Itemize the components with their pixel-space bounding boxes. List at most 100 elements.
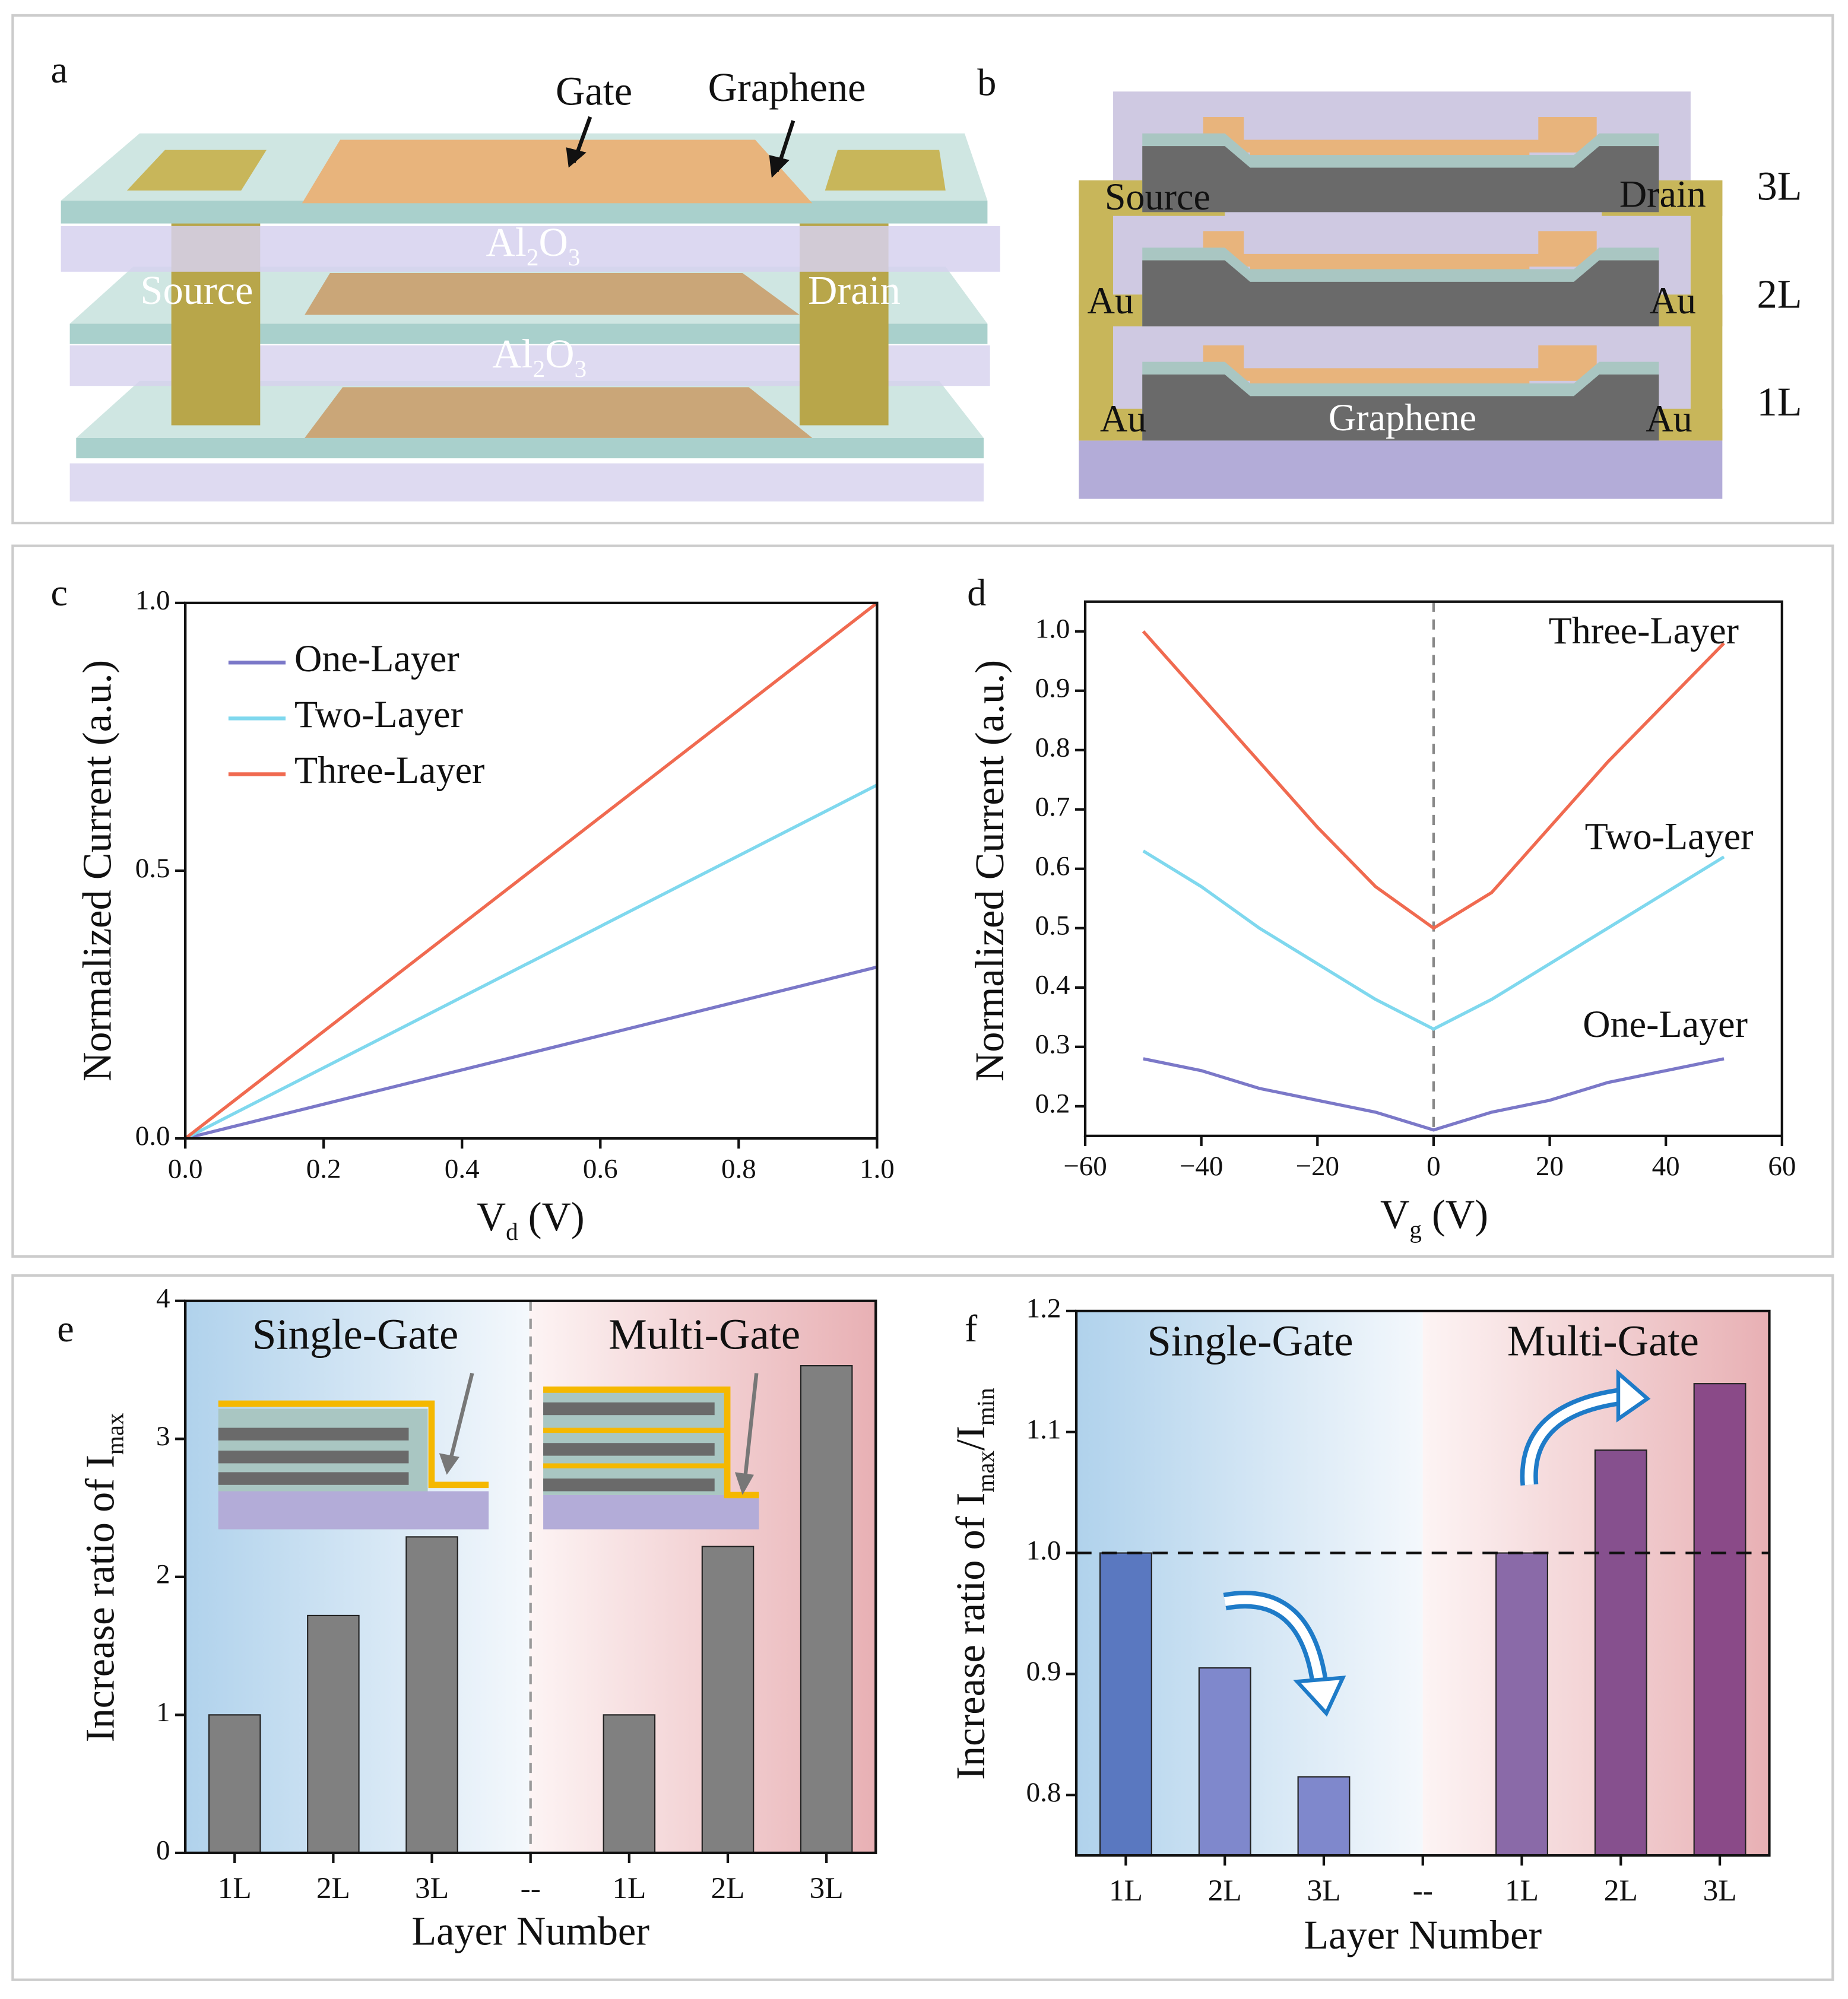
x-tick-label: 2L xyxy=(1604,1874,1638,1908)
y-tick-label: 0.3 xyxy=(1035,1029,1070,1060)
legend-label: Two-Layer xyxy=(294,693,463,735)
y-tick-label: 2 xyxy=(156,1559,170,1590)
panel-label: f xyxy=(965,1308,978,1350)
label: Au xyxy=(1088,280,1134,322)
x-tick-label: 20 xyxy=(1536,1151,1564,1182)
y-axis-label: Normalized Current (a.u.) xyxy=(75,660,120,1081)
x-tick-label: 0.6 xyxy=(583,1154,618,1185)
bar xyxy=(1693,1383,1746,1857)
y-tick-label: 1 xyxy=(156,1697,170,1728)
label: Drain xyxy=(1619,173,1706,215)
bar xyxy=(1198,1667,1251,1857)
bar xyxy=(1495,1552,1548,1857)
x-tick-label: 0.2 xyxy=(306,1154,341,1185)
region-label: Single-Gate xyxy=(1147,1316,1353,1365)
bar xyxy=(1099,1552,1152,1857)
x-tick-label: 3L xyxy=(1307,1874,1340,1908)
cross-section xyxy=(1079,91,1723,499)
bar xyxy=(701,1546,755,1854)
region-label: Multi-Gate xyxy=(608,1311,800,1359)
series-label: Two-Layer xyxy=(1585,815,1754,857)
line xyxy=(1142,849,1725,1031)
line xyxy=(1142,630,1725,930)
label: Graphene xyxy=(1329,396,1476,439)
panel-frame xyxy=(11,544,1834,1258)
text-part: /I xyxy=(948,1426,993,1451)
subscript: max xyxy=(102,1413,129,1455)
x-tick-label: 40 xyxy=(1652,1151,1680,1182)
y-tick-label: 0.8 xyxy=(1026,1777,1061,1808)
text-part: Al xyxy=(492,331,532,376)
x-tick-label: -- xyxy=(1413,1874,1433,1908)
subscript: 3 xyxy=(575,356,587,383)
slab xyxy=(61,133,1000,272)
subscript: 3 xyxy=(568,243,581,271)
x-tick-label: -- xyxy=(521,1871,541,1905)
text-part: O xyxy=(538,220,568,265)
x-axis-label: Layer Number xyxy=(411,1909,649,1954)
label: 3L xyxy=(1757,164,1802,209)
label: Au xyxy=(1100,398,1146,440)
x-tick-label: 60 xyxy=(1768,1151,1796,1182)
x-tick-label: 1L xyxy=(612,1871,646,1905)
line xyxy=(184,601,879,1140)
text-part: (V) xyxy=(518,1194,585,1239)
panel-label: b xyxy=(977,61,996,103)
subscript: 2 xyxy=(533,356,546,383)
subscript: 2 xyxy=(527,243,539,271)
charts: c Vd (V) Normalized Current (a.u.) 0.0 0.5 1.… xyxy=(51,572,1796,1957)
x-tick-label: 1L xyxy=(1505,1874,1539,1908)
y-tick-label: 1.0 xyxy=(135,585,170,616)
device-3d xyxy=(61,116,1000,502)
x-tick-label: 3L xyxy=(415,1871,449,1905)
panel-label: a xyxy=(51,49,68,91)
x-tick-label: 0 xyxy=(1427,1151,1441,1182)
text-part: V xyxy=(477,1194,506,1239)
label: Al2O3 xyxy=(486,220,581,271)
text-part: V xyxy=(1380,1192,1409,1237)
bar xyxy=(603,1714,656,1854)
plot-frame xyxy=(184,1299,877,1854)
y-tick-label: 1.0 xyxy=(1035,614,1070,645)
line xyxy=(184,783,878,1140)
y-tick-label: 0.5 xyxy=(135,853,170,884)
x-tick-label: 0.8 xyxy=(721,1154,756,1185)
label: Drain xyxy=(808,268,901,313)
x-tick-label: 1.0 xyxy=(860,1154,895,1185)
inset-single xyxy=(218,1372,489,1530)
line xyxy=(1143,1057,1725,1132)
bar xyxy=(800,1365,853,1854)
x-tick-label: −20 xyxy=(1296,1151,1340,1182)
panel-label: d xyxy=(967,572,986,614)
y-tick-label: 0.4 xyxy=(1035,970,1070,1001)
trend-arrows xyxy=(1223,1369,1651,1717)
bar xyxy=(208,1714,261,1854)
inset-multi xyxy=(543,1373,759,1530)
label: Source xyxy=(140,268,253,313)
x-axis-label: Layer Number xyxy=(1304,1912,1542,1957)
plot-frame xyxy=(1083,600,1783,1137)
bar xyxy=(307,1614,360,1854)
y-tick-label: 1.2 xyxy=(1026,1293,1061,1324)
y-tick-label: 0.9 xyxy=(1035,673,1070,704)
y-tick-label: 0.9 xyxy=(1026,1656,1061,1687)
label: Au xyxy=(1650,280,1696,322)
y-tick-label: 0.6 xyxy=(1035,851,1070,882)
plot-frame xyxy=(1074,1309,1771,1857)
y-tick-label: 0.5 xyxy=(1035,910,1070,941)
y-tick-label: 0.0 xyxy=(135,1121,170,1151)
panel-label: c xyxy=(51,572,68,614)
text-part: Al xyxy=(486,220,527,265)
label: Au xyxy=(1646,398,1692,440)
bar xyxy=(1297,1776,1351,1857)
text-part: O xyxy=(545,331,574,376)
x-tick-label: −40 xyxy=(1180,1151,1223,1182)
subscript: max xyxy=(972,1450,999,1492)
y-tick-label: 1.1 xyxy=(1026,1414,1061,1445)
subscript: d xyxy=(506,1219,518,1246)
y-tick-label: 0.8 xyxy=(1035,732,1070,763)
x-tick-label: 2L xyxy=(1208,1874,1242,1908)
y-tick-label: 0.2 xyxy=(1035,1089,1070,1119)
